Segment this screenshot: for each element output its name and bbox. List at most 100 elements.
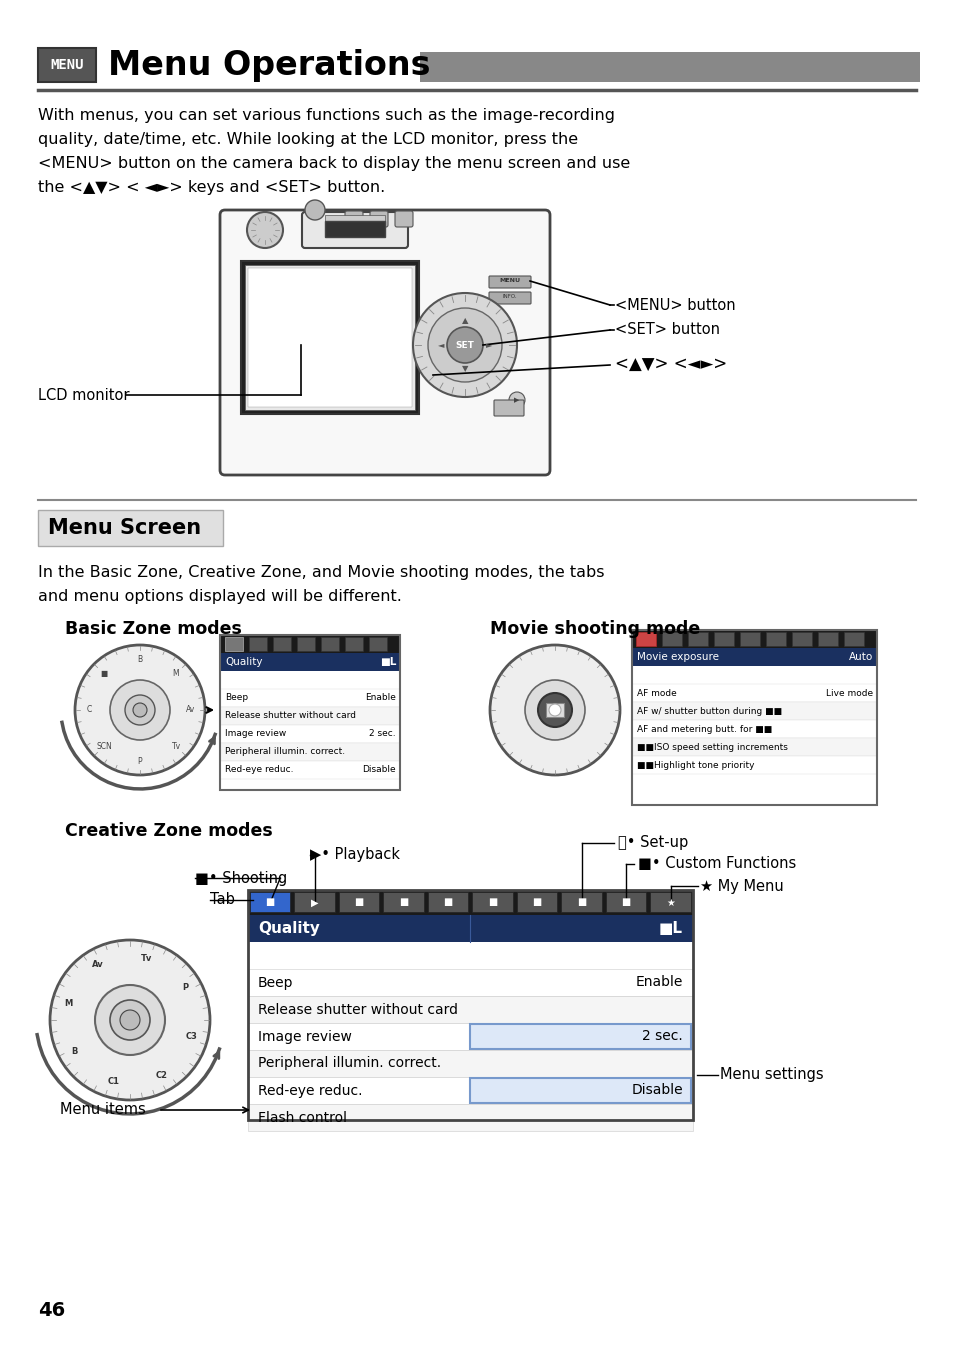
FancyBboxPatch shape <box>345 211 363 227</box>
Text: ★ My Menu: ★ My Menu <box>700 878 783 893</box>
Circle shape <box>75 646 205 775</box>
Text: Disable: Disable <box>631 1084 682 1098</box>
Text: Auto: Auto <box>848 652 872 662</box>
FancyBboxPatch shape <box>489 276 531 288</box>
FancyBboxPatch shape <box>370 211 388 227</box>
Text: ■■ISO speed setting increments: ■■ISO speed setting increments <box>637 742 787 752</box>
Text: ■: ■ <box>355 897 363 908</box>
Text: Menu Screen: Menu Screen <box>48 518 201 538</box>
Bar <box>325 215 385 223</box>
Circle shape <box>537 693 572 728</box>
Bar <box>248 968 692 997</box>
Circle shape <box>490 646 619 775</box>
Bar <box>220 707 399 725</box>
FancyBboxPatch shape <box>302 213 408 247</box>
Circle shape <box>428 308 501 382</box>
FancyBboxPatch shape <box>472 892 513 912</box>
Text: 2 sec.: 2 sec. <box>369 729 395 738</box>
Text: ■: ■ <box>100 670 108 678</box>
Bar <box>220 654 399 671</box>
Text: Live mode: Live mode <box>825 689 872 698</box>
Text: P: P <box>182 983 189 993</box>
Bar <box>631 738 876 756</box>
FancyBboxPatch shape <box>791 632 811 646</box>
Text: ■L: ■L <box>659 921 682 936</box>
Text: Tv: Tv <box>141 954 152 963</box>
Text: the <▲▼> < ◄►> keys and <SET> button.: the <▲▼> < ◄►> keys and <SET> button. <box>38 180 385 195</box>
Bar <box>545 703 563 717</box>
Text: Image review: Image review <box>257 1029 352 1044</box>
FancyBboxPatch shape <box>383 892 423 912</box>
Text: M: M <box>172 670 179 678</box>
Text: B: B <box>71 1048 78 1057</box>
FancyBboxPatch shape <box>489 292 531 304</box>
Bar <box>220 725 399 742</box>
Text: ►: ► <box>485 340 492 350</box>
FancyBboxPatch shape <box>395 211 413 227</box>
Text: SET: SET <box>456 340 474 350</box>
Text: Av: Av <box>92 960 104 970</box>
Text: <▲▼> <◄►>: <▲▼> <◄►> <box>615 356 726 374</box>
Circle shape <box>95 985 165 1054</box>
Circle shape <box>120 1010 140 1030</box>
FancyBboxPatch shape <box>740 632 760 646</box>
Bar <box>631 756 876 773</box>
FancyBboxPatch shape <box>713 632 733 646</box>
Text: Menu items: Menu items <box>60 1103 146 1118</box>
Bar <box>470 1077 690 1103</box>
Bar <box>248 1050 692 1077</box>
Text: <SET> button: <SET> button <box>615 323 720 338</box>
FancyBboxPatch shape <box>494 399 523 416</box>
Bar <box>245 265 415 410</box>
Bar <box>220 635 399 790</box>
Text: ■: ■ <box>577 897 586 908</box>
Text: ◄: ◄ <box>437 340 444 350</box>
Text: C3: C3 <box>186 1032 197 1041</box>
Text: ▶• Playback: ▶• Playback <box>310 847 399 862</box>
Text: quality, date/time, etc. While looking at the LCD monitor, press the: quality, date/time, etc. While looking a… <box>38 132 578 147</box>
Circle shape <box>548 703 560 716</box>
FancyBboxPatch shape <box>517 892 557 912</box>
Text: <MENU> button: <MENU> button <box>615 297 735 312</box>
Text: ■• Custom Functions: ■• Custom Functions <box>638 857 796 872</box>
Text: P: P <box>137 756 142 765</box>
Text: 46: 46 <box>38 1301 65 1319</box>
Text: Disable: Disable <box>362 765 395 775</box>
Bar <box>220 689 399 707</box>
Text: ■: ■ <box>488 897 497 908</box>
Text: Quality: Quality <box>257 921 319 936</box>
FancyBboxPatch shape <box>661 632 681 646</box>
Text: ▶: ▶ <box>514 397 519 404</box>
Bar <box>38 510 223 546</box>
Text: Basic Zone modes: Basic Zone modes <box>65 620 242 638</box>
Text: AF and metering butt. for ■■: AF and metering butt. for ■■ <box>637 725 771 733</box>
Bar <box>220 761 399 779</box>
FancyBboxPatch shape <box>817 632 837 646</box>
Text: Quality: Quality <box>225 656 262 667</box>
Bar <box>248 1077 692 1104</box>
Text: Beep: Beep <box>257 975 294 990</box>
FancyBboxPatch shape <box>296 638 314 651</box>
FancyBboxPatch shape <box>249 638 267 651</box>
FancyBboxPatch shape <box>220 210 550 475</box>
Text: C1: C1 <box>108 1077 119 1087</box>
Text: ■: ■ <box>398 897 408 908</box>
FancyBboxPatch shape <box>605 892 646 912</box>
Text: <MENU> button on the camera back to display the menu screen and use: <MENU> button on the camera back to disp… <box>38 156 630 171</box>
Text: ▲: ▲ <box>461 316 468 325</box>
Bar <box>248 1024 692 1050</box>
FancyBboxPatch shape <box>650 892 690 912</box>
Bar <box>248 890 692 1120</box>
Text: 🔧• Set-up: 🔧• Set-up <box>618 835 687 850</box>
FancyBboxPatch shape <box>250 892 291 912</box>
FancyBboxPatch shape <box>687 632 707 646</box>
Text: C2: C2 <box>156 1071 168 1080</box>
Circle shape <box>305 200 325 221</box>
Text: Movie exposure: Movie exposure <box>637 652 719 662</box>
Bar <box>38 48 96 82</box>
Circle shape <box>247 213 283 247</box>
FancyBboxPatch shape <box>561 892 601 912</box>
Text: C: C <box>87 706 91 714</box>
Circle shape <box>125 695 154 725</box>
Text: Tv: Tv <box>172 741 180 751</box>
